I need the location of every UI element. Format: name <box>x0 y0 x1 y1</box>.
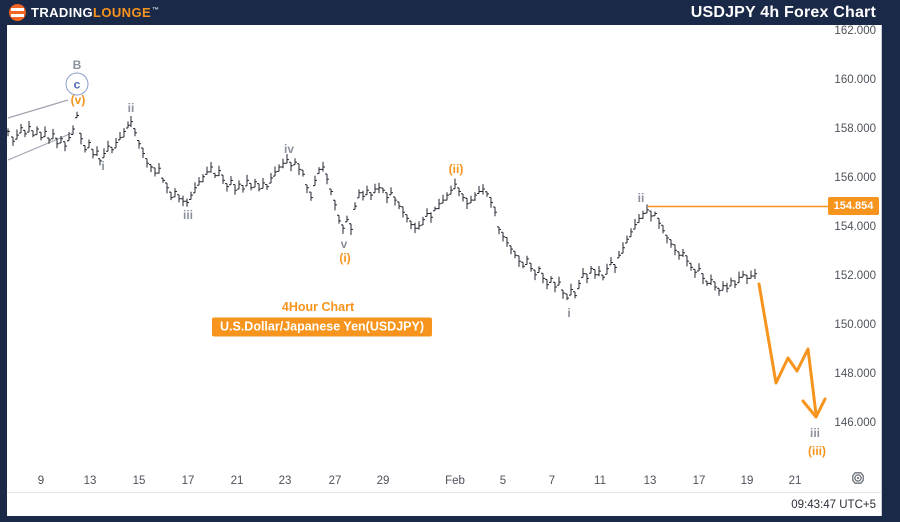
x-axis-tick: 17 <box>181 475 195 487</box>
projection-path <box>757 282 818 416</box>
brand-logo: TRADINGLOUNGE™ <box>9 4 159 21</box>
wave-label: B <box>72 58 82 72</box>
wave-label-circled: c <box>65 72 89 96</box>
trend-line <box>7 99 69 119</box>
trademark: ™ <box>152 6 160 14</box>
brand-lounge: LOUNGE <box>93 5 152 20</box>
x-axis-tick: 23 <box>278 475 292 487</box>
wave-label: (i) <box>339 251 351 265</box>
wave-label: i <box>101 159 105 173</box>
x-axis-tick: 19 <box>740 475 754 487</box>
left-frame-strip <box>0 25 7 522</box>
price-bars <box>6 111 757 301</box>
x-axis-tick: 15 <box>132 475 146 487</box>
y-axis-tick: 156.000 <box>834 172 876 184</box>
y-axis-tick: 160.000 <box>834 74 876 86</box>
wave-label: ii <box>127 101 135 115</box>
key-level-price-badge: 154.854 <box>828 197 879 215</box>
wave-label: (ii) <box>448 162 464 176</box>
projection-arrow-head <box>801 397 827 419</box>
wave-label: (v) <box>70 93 86 107</box>
y-axis-tick: 146.000 <box>834 417 876 429</box>
y-axis-tick: 158.000 <box>834 123 876 135</box>
bottom-frame-strip <box>0 516 900 522</box>
x-axis-tick: 13 <box>83 475 97 487</box>
y-axis-tick: 152.000 <box>834 270 876 282</box>
y-axis-tick: 148.000 <box>834 368 876 380</box>
x-axis-tick: 7 <box>548 475 556 487</box>
timeframe-label: 4Hour Chart <box>281 300 355 314</box>
right-frame-strip <box>881 25 900 522</box>
wave-label: iii <box>182 208 194 222</box>
wave-label: i <box>567 306 571 320</box>
x-axis-tick: 5 <box>499 475 507 487</box>
tradinglounge-logo-icon <box>9 4 26 21</box>
instrument-badge: U.S.Dollar/Japanese Yen(USDJPY) <box>211 317 433 337</box>
x-axis-tick: Feb <box>445 475 465 487</box>
x-axis-tick: 17 <box>692 475 706 487</box>
x-axis-tick: 13 <box>643 475 657 487</box>
gear-icon[interactable] <box>851 471 865 485</box>
wave-label: iii <box>809 426 821 440</box>
axis-separator-line <box>7 492 881 493</box>
brand-name: TRADINGLOUNGE™ <box>31 6 159 19</box>
brand-trading: TRADING <box>31 5 94 20</box>
x-axis-tick: 29 <box>376 475 390 487</box>
x-axis-tick: 27 <box>328 475 342 487</box>
timestamp: 09:43:47 UTC+5 <box>791 499 876 511</box>
wave-label: (iii) <box>808 444 826 458</box>
x-axis-tick: 21 <box>788 475 802 487</box>
y-axis-tick: 162.000 <box>834 25 876 37</box>
y-axis-tick: 154.000 <box>834 221 876 233</box>
page-title: USDJPY 4h Forex Chart <box>690 3 876 21</box>
wave-label: ii <box>637 191 645 205</box>
x-axis-tick: 9 <box>37 475 45 487</box>
y-axis-tick: 150.000 <box>834 319 876 331</box>
trend-line <box>7 132 73 161</box>
x-axis-tick: 21 <box>230 475 244 487</box>
app-header: TRADINGLOUNGE™ USDJPY 4h Forex Chart <box>0 0 900 25</box>
wave-label: v <box>340 237 348 251</box>
wave-label: iv <box>283 142 295 156</box>
x-axis-tick: 11 <box>594 475 606 487</box>
